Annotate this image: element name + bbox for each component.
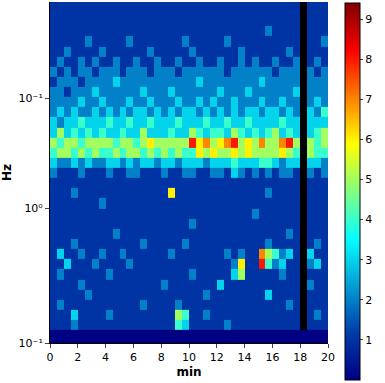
svg-text:2: 2 [365, 294, 372, 307]
svg-text:6: 6 [365, 133, 372, 146]
svg-text:5: 5 [365, 173, 372, 186]
svg-text:4: 4 [365, 213, 372, 226]
svg-text:0: 0 [47, 351, 54, 364]
svg-text:3: 3 [365, 254, 372, 267]
svg-text:8: 8 [158, 351, 165, 364]
svg-text:10⁻¹: 10⁻¹ [19, 92, 43, 105]
svg-text:7: 7 [365, 93, 372, 106]
svg-text:16: 16 [265, 351, 279, 364]
svg-text:4: 4 [102, 351, 109, 364]
svg-text:10⁰: 10⁰ [24, 202, 43, 215]
svg-text:1: 1 [365, 334, 372, 347]
svg-text:9: 9 [365, 13, 372, 26]
svg-text:2: 2 [74, 351, 81, 364]
svg-text:14: 14 [238, 351, 252, 364]
svg-text:6: 6 [130, 351, 137, 364]
svg-text:20: 20 [321, 351, 335, 364]
svg-text:8: 8 [365, 53, 372, 66]
svg-text:min: min [176, 365, 201, 379]
svg-text:18: 18 [293, 351, 307, 364]
svg-text:12: 12 [210, 351, 224, 364]
svg-text:10: 10 [182, 351, 196, 364]
svg-text:10⁻¹: 10⁻¹ [19, 337, 43, 350]
svg-text:Hz: Hz [0, 164, 14, 181]
